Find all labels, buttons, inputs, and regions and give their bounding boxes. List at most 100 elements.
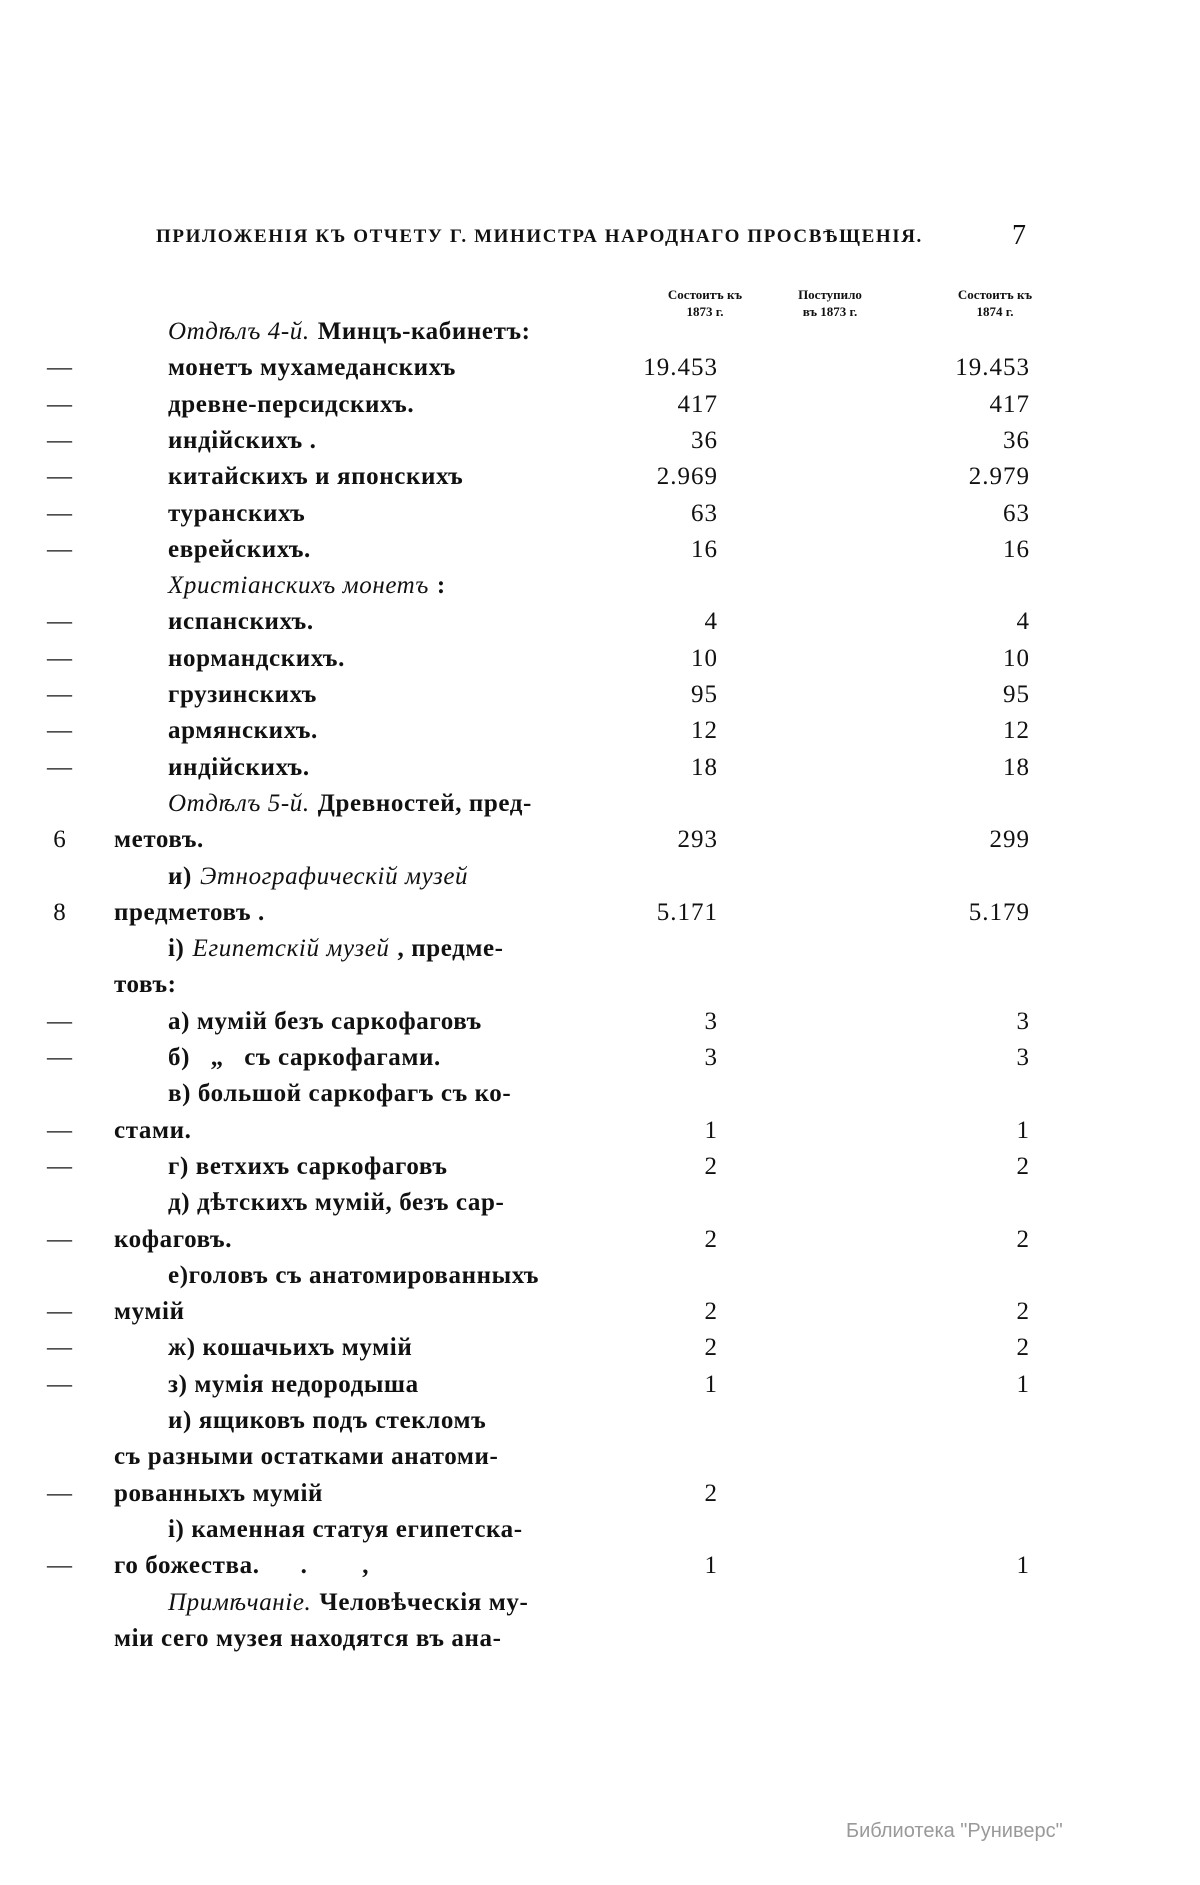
cell-value: — xyxy=(47,535,73,563)
cell-value: 2 xyxy=(1016,1225,1030,1253)
label-part: Древностей, пред- xyxy=(317,789,532,817)
row-label: и) Этнографическій музей xyxy=(168,863,468,891)
label-part: д) дѣтскихъ мумій, безъ сар- xyxy=(168,1189,505,1217)
row-label: мумій xyxy=(114,1298,185,1326)
row-label: товъ: xyxy=(114,971,177,999)
label-part: кофаговъ. xyxy=(114,1225,233,1253)
label-part: е)головъ съ анатомированныхъ xyxy=(168,1261,540,1289)
row-label: і) каменная статуя египетска- xyxy=(168,1516,523,1544)
cell-value: 1 xyxy=(704,1370,718,1398)
cell-value: 95 xyxy=(1003,681,1030,708)
cell-value: 2 xyxy=(704,1479,718,1507)
cell-value: 4 xyxy=(1016,608,1030,636)
cell-value: 1 xyxy=(704,1552,718,1580)
cell-value: 2 xyxy=(704,1152,718,1180)
row-label: го божества. . , xyxy=(114,1552,369,1580)
cell-value: 63 xyxy=(691,499,718,527)
label-part: г) ветхихъ саркофаговъ xyxy=(168,1152,448,1180)
cell-value: — xyxy=(47,753,73,781)
label-part: съ разными остатками анатоми- xyxy=(114,1443,499,1471)
running-title: ПРИЛОЖЕНІЯ КЪ ОТЧЕТУ Г. МИНИСТРА НАРОДНА… xyxy=(156,226,923,247)
cell-value: 293 xyxy=(677,826,718,854)
row-label: испанскихъ. xyxy=(168,608,314,636)
cell-value: 2.979 xyxy=(968,463,1030,491)
column-header: Состоитъ къ 1873 г. xyxy=(640,286,770,320)
label-part: монетъ мухамеданскихъ xyxy=(168,354,456,382)
cell-value: 3 xyxy=(1016,1044,1030,1071)
label-part: : xyxy=(436,572,446,600)
label-part: испанскихъ. xyxy=(168,608,314,636)
label-part: индійскихъ. xyxy=(168,753,310,781)
cell-value: — xyxy=(47,426,73,454)
label-part: Минцъ-кабинетъ: xyxy=(317,318,531,345)
cell-value: 3 xyxy=(704,1007,718,1035)
cell-value: 1 xyxy=(704,1116,718,1144)
label-part: і) каменная статуя египетска- xyxy=(168,1515,523,1543)
cell-value: 95 xyxy=(691,681,718,708)
cell-value: 12 xyxy=(1003,717,1030,745)
label-part: индійскихъ . xyxy=(168,426,317,454)
row-label: предметовъ . xyxy=(114,899,265,927)
row-label: стами. xyxy=(114,1117,191,1145)
row-label: индійскихъ. xyxy=(168,754,310,782)
cell-value: 19.453 xyxy=(955,354,1030,382)
label-part: грузинскихъ xyxy=(168,681,317,708)
label-part: Этнографическій музей xyxy=(199,862,469,890)
cell-value: — xyxy=(47,1298,73,1326)
row-label: Христіанскихъ монетъ: xyxy=(168,572,446,600)
row-label: туранскихъ xyxy=(168,500,305,528)
cell-value: 18 xyxy=(691,753,718,781)
label-part: метовъ. xyxy=(114,826,204,854)
label-part: а) мумій безъ саркофаговъ xyxy=(168,1007,482,1035)
column-header-line: въ 1873 г. xyxy=(802,304,858,319)
cell-value: — xyxy=(47,608,73,636)
label-part: предметовъ . xyxy=(114,898,265,926)
row-label: е)головъ съ анатомированныхъ xyxy=(168,1262,539,1290)
cell-value: — xyxy=(47,1152,73,1180)
cell-value: 36 xyxy=(691,426,718,454)
column-header: Поступило въ 1873 г. xyxy=(765,286,895,320)
label-part: туранскихъ xyxy=(168,499,306,527)
cell-value: 6 xyxy=(53,826,67,854)
label-part: еврейскихъ. xyxy=(168,535,311,563)
row-label: б) „ съ саркофагами. xyxy=(168,1044,441,1072)
label-part: Примѣчаніе. xyxy=(168,1588,312,1616)
label-part: товъ: xyxy=(114,971,177,999)
cell-value: 417 xyxy=(677,390,718,418)
cell-value: — xyxy=(47,499,73,527)
cell-value: 2 xyxy=(704,1298,718,1326)
cell-value: 18 xyxy=(1003,753,1030,781)
column-header-line: Состоитъ къ xyxy=(667,287,743,302)
label-part: го божества. . , xyxy=(114,1552,370,1580)
row-label: з) мумія недородыша xyxy=(168,1371,419,1399)
label-part: Отдѣлъ 5-й. xyxy=(168,789,310,817)
label-part: , предме- xyxy=(397,935,504,963)
row-label: міи сего музея находятся въ ана- xyxy=(114,1625,502,1653)
cell-value: — xyxy=(47,463,73,491)
row-label: и) ящиковъ подъ стекломъ xyxy=(168,1407,486,1435)
cell-value: 10 xyxy=(691,644,718,672)
row-label: китайскихъ и японскихъ xyxy=(168,463,463,491)
label-part: з) мумія недородыша xyxy=(168,1370,419,1398)
cell-value: — xyxy=(47,644,73,672)
row-label: грузинскихъ xyxy=(168,681,317,709)
page-number: 7 xyxy=(1012,220,1026,251)
cell-value: 417 xyxy=(989,390,1030,418)
cell-value: 3 xyxy=(704,1044,718,1071)
cell-value: — xyxy=(47,1044,73,1071)
label-part: и) xyxy=(168,862,192,890)
cell-value: — xyxy=(47,354,73,382)
cell-value: — xyxy=(47,1116,73,1144)
row-label: Отдѣлъ 5-й. Древностей, пред- xyxy=(168,790,532,818)
cell-value: 19.453 xyxy=(643,354,718,382)
cell-value: — xyxy=(47,1552,73,1580)
cell-value: 4 xyxy=(704,608,718,636)
cell-value: — xyxy=(47,681,73,708)
cell-value: 36 xyxy=(1003,426,1030,454)
label-part: армянскихъ. xyxy=(168,717,318,745)
cell-value: 3 xyxy=(1016,1007,1030,1035)
label-part: китайскихъ и японскихъ xyxy=(168,463,464,491)
row-label: съ разными остатками анатоми- xyxy=(114,1443,498,1471)
row-label: кофаговъ. xyxy=(114,1226,232,1254)
